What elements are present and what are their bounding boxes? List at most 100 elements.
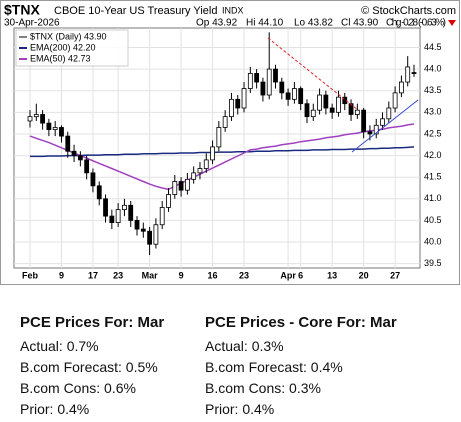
- x-tick-label: 6: [298, 270, 303, 280]
- date: 30-Apr-2026: [4, 18, 60, 29]
- candle-body: [247, 73, 253, 89]
- candle-body: [266, 68, 272, 96]
- candle-body: [103, 198, 108, 217]
- x-tick-label: 16: [208, 270, 218, 280]
- candle-body: [373, 124, 379, 135]
- candle-body: [241, 88, 247, 109]
- candle-body: [71, 150, 77, 156]
- panel-row: Actual: 0.7%: [20, 338, 99, 354]
- candle-body: [90, 172, 96, 187]
- panel: PCE Prices - Core For: Mar Actual: 0.3% …: [205, 312, 397, 420]
- candle-body: [336, 96, 341, 113]
- candle-body: [40, 114, 45, 124]
- candle-body: [166, 194, 171, 208]
- candle-body: [46, 122, 52, 131]
- candle-body: [304, 103, 310, 118]
- source: © StockCharts.com: [361, 5, 456, 17]
- y-tick-label: 44.0: [424, 63, 442, 73]
- chart-subtitle: CBOE 10-Year US Treasury Yield: [54, 5, 217, 17]
- y-tick-label: 40.0: [424, 236, 442, 246]
- panel-title: PCE Prices - Core For: Mar: [205, 314, 397, 331]
- candle-body: [77, 155, 83, 161]
- candle-body: [184, 178, 190, 191]
- panel-row: Actual: 0.3%: [205, 338, 284, 354]
- candle-body: [147, 230, 153, 245]
- candle-body: [361, 109, 367, 133]
- x-tick-label: 9: [59, 270, 64, 280]
- chart: $TNX CBOE 10-Year US Treasury Yield INDX…: [0, 0, 460, 285]
- y-tick-label: 43.0: [424, 107, 442, 117]
- candle-body: [59, 127, 64, 137]
- x-tick-label: Feb: [22, 270, 39, 280]
- y-tick-label: 41.5: [424, 172, 442, 182]
- quote-low: Lo 43.82: [294, 18, 333, 29]
- candle-body: [367, 131, 373, 135]
- x-tick-label: 9: [179, 270, 184, 280]
- quote-open: Op 43.92: [196, 18, 238, 29]
- candle-body: [84, 159, 90, 174]
- candle-body: [254, 73, 260, 83]
- x-tick-label: Mar: [142, 270, 159, 280]
- candle-body: [52, 127, 58, 131]
- candle-body: [317, 94, 322, 111]
- x-tick-label: Apr: [280, 270, 296, 280]
- panel-row: B.com Cons: 0.6%: [20, 380, 136, 396]
- y-tick-label: 39.5: [424, 258, 442, 268]
- legend-label: EMA(200) 42.20: [30, 42, 96, 52]
- panel-row: B.com Forecast: 0.4%: [205, 359, 343, 375]
- candle-body: [191, 172, 197, 180]
- marks: [14, 28, 420, 268]
- legend-label: EMA(50) 42.73: [30, 53, 91, 63]
- ema-line: [30, 146, 415, 158]
- y-tick-label: 44.5: [424, 42, 442, 52]
- x-tick-label: 23: [113, 270, 123, 280]
- candle-body: [216, 127, 222, 148]
- plot-area: [13, 27, 421, 269]
- candle-body: [159, 207, 165, 226]
- panel-title: PCE Prices For: Mar: [20, 314, 165, 331]
- candle-body: [298, 88, 304, 105]
- candle-body: [323, 94, 329, 109]
- candle-body: [96, 185, 102, 200]
- candle-body: [329, 107, 335, 113]
- x-tick-label: 20: [359, 270, 369, 280]
- panel-row: B.com Cons: 0.3%: [205, 380, 321, 396]
- trendline-down: [267, 37, 359, 111]
- panel: PCE Prices For: Mar Actual: 0.7% B.com F…: [20, 312, 164, 420]
- candle-body: [310, 109, 316, 118]
- panel-row: Prior: 0.4%: [205, 401, 275, 417]
- x-tick-label: 27: [390, 270, 400, 280]
- y-tick-label: 42.5: [424, 128, 442, 138]
- candle-body: [115, 209, 121, 223]
- candle-body: [405, 66, 411, 83]
- candle-body: [172, 181, 178, 195]
- candle-body: [109, 215, 115, 223]
- candle-body: [235, 98, 241, 109]
- x-tick-label: 17: [88, 270, 98, 280]
- candle-body: [140, 228, 146, 232]
- candle-body: [380, 118, 385, 126]
- panel-row: B.com Forecast: 0.5%: [20, 359, 158, 375]
- candle-body: [153, 224, 159, 245]
- candle-body: [348, 103, 354, 115]
- y-tick-label: 40.5: [424, 215, 442, 225]
- exchange: INDX: [222, 5, 244, 15]
- ema-line: [29, 123, 415, 191]
- candle-body: [386, 107, 392, 120]
- candle-body: [210, 146, 215, 161]
- candle-body: [197, 168, 203, 174]
- candle-body: [203, 159, 209, 169]
- quote-change: Chg -0.28 (-0.63%): [386, 18, 446, 29]
- candle-body: [273, 68, 278, 83]
- candle-body: [279, 81, 285, 94]
- panel-row: Prior: 0.4%: [20, 401, 90, 417]
- candle-body: [33, 114, 39, 118]
- x-tick-label: 23: [239, 270, 249, 280]
- candle-body: [399, 81, 404, 94]
- legend-label: $TNX (Daily) 43.90: [30, 31, 107, 41]
- candle-body: [222, 116, 228, 128]
- chart-title: $TNX: [4, 2, 40, 18]
- candle-body: [260, 81, 266, 96]
- trendline-up: [351, 99, 419, 153]
